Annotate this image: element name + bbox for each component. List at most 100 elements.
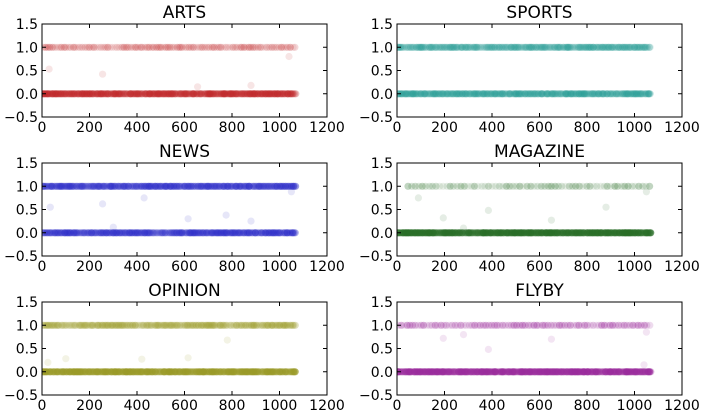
data-point (104, 90, 112, 98)
data-point (198, 90, 206, 98)
data-point (191, 182, 199, 190)
data-point (125, 182, 133, 190)
data-point (54, 368, 62, 376)
data-point (216, 182, 224, 190)
data-point (77, 229, 85, 237)
data-point (533, 182, 542, 190)
data-point (485, 90, 493, 98)
data-point (212, 182, 221, 190)
data-point (112, 182, 120, 190)
data-point (70, 182, 78, 190)
data-point (608, 43, 616, 51)
data-point (127, 182, 135, 190)
data-point (528, 90, 537, 98)
data-point (137, 229, 145, 237)
data-point (599, 90, 607, 98)
data-point (159, 229, 167, 237)
data-point (630, 90, 638, 98)
data-point (556, 90, 564, 98)
x-tick-label: 1000 (262, 259, 298, 275)
data-point (259, 321, 267, 329)
data-point (219, 229, 227, 237)
y-tick-label: 0.0 (16, 226, 38, 242)
data-point (176, 90, 184, 98)
data-point (561, 321, 569, 329)
data-point (480, 43, 488, 51)
data-point (230, 321, 238, 329)
data-point (273, 321, 281, 329)
data-point (87, 90, 95, 98)
data-point (432, 90, 440, 98)
y-tick-label: 1.5 (371, 17, 393, 33)
data-point (78, 43, 86, 51)
data-point (128, 321, 136, 329)
data-point (109, 229, 118, 237)
data-point (432, 182, 440, 190)
data-point (451, 43, 459, 51)
data-point (638, 90, 646, 98)
data-point (226, 43, 234, 51)
data-point (128, 182, 136, 190)
data-point-outlier (247, 81, 255, 89)
data-point (173, 182, 181, 190)
data-point (156, 229, 164, 237)
data-point (112, 321, 120, 329)
data-point (148, 229, 156, 237)
data-point (645, 90, 653, 98)
data-point (276, 368, 284, 376)
data-point (220, 229, 229, 237)
data-point (53, 182, 61, 190)
data-point (553, 321, 561, 329)
data-point (245, 43, 253, 51)
data-point (643, 90, 651, 98)
data-point (46, 321, 54, 329)
data-point (593, 368, 602, 376)
data-point (134, 43, 142, 51)
plot-frame (396, 301, 683, 396)
y-tick-label: −0.5 (359, 110, 393, 126)
data-point (176, 43, 184, 51)
data-point (541, 43, 549, 51)
data-point (80, 229, 89, 237)
data-point (646, 182, 654, 190)
plot-frame (41, 301, 328, 396)
x-tick-label: 400 (479, 398, 506, 414)
data-point (212, 90, 220, 98)
data-point (616, 368, 624, 376)
data-point (261, 182, 269, 190)
data-point (426, 321, 434, 329)
data-point (528, 43, 536, 51)
data-point (103, 229, 111, 237)
data-point (136, 43, 145, 51)
data-point (529, 90, 537, 98)
data-point (235, 90, 243, 98)
data-point (195, 229, 203, 237)
data-point-outlier (99, 200, 107, 208)
data-point (208, 182, 216, 190)
data-point (127, 43, 135, 51)
data-point (215, 43, 223, 51)
data-point (228, 321, 236, 329)
data-point (154, 321, 163, 329)
data-point (88, 43, 96, 51)
data-point (205, 43, 213, 51)
data-point (138, 321, 146, 329)
panel-title: MAGAZINE (494, 142, 585, 162)
data-point (624, 43, 632, 51)
data-point (447, 90, 455, 98)
data-point (621, 90, 629, 98)
data-point (147, 90, 155, 98)
data-point (67, 43, 75, 51)
data-point (435, 43, 443, 51)
data-point (620, 43, 628, 51)
data-point (79, 321, 88, 329)
data-point (631, 43, 639, 51)
data-point (247, 182, 255, 190)
data-point (636, 90, 645, 98)
data-point (251, 229, 259, 237)
data-point (247, 321, 255, 329)
data-point (118, 90, 126, 98)
data-point (141, 43, 149, 51)
data-point (131, 321, 139, 329)
data-point (95, 321, 103, 329)
